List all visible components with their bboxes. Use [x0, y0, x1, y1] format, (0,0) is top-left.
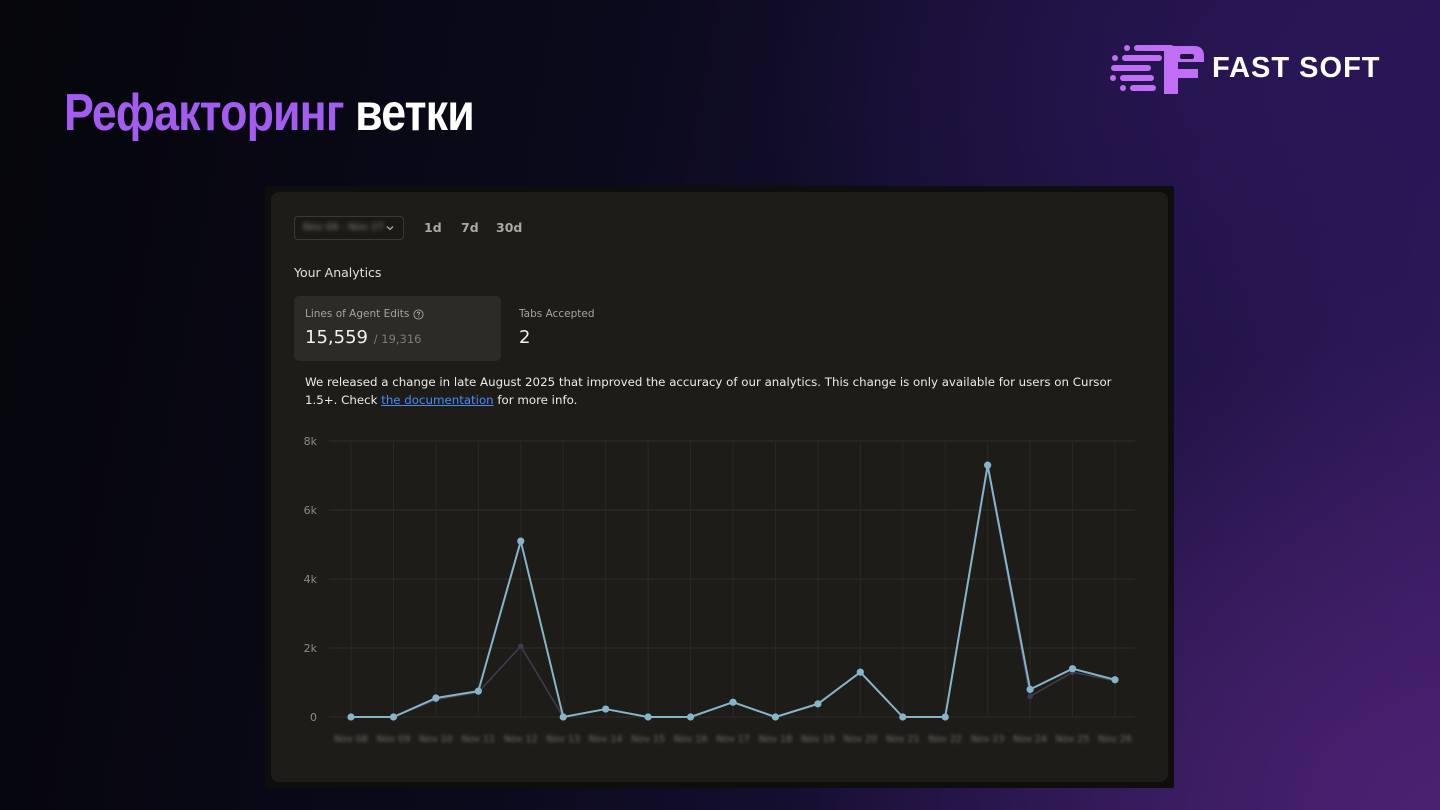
y-tick-label: 4k — [304, 573, 318, 586]
x-tick-label: Nov 08 — [334, 734, 368, 745]
analytics-panel: Nov 09 - Nov 27 1d 7d 30d Your Analytics… — [271, 192, 1168, 782]
data-point — [771, 713, 780, 721]
x-tick-label: Nov 16 — [674, 734, 708, 745]
tabs-accepted-label: Tabs Accepted — [519, 308, 595, 320]
documentation-link[interactable]: the documentation — [381, 392, 494, 407]
data-point — [389, 713, 398, 721]
x-tick-label: Nov 25 — [1056, 734, 1090, 745]
tabs-accepted-value: 2 — [519, 327, 531, 348]
x-tick-label: Nov 17 — [716, 734, 750, 745]
data-point — [686, 713, 695, 721]
data-point — [517, 643, 524, 650]
x-tick-label: Nov 22 — [928, 734, 962, 745]
data-point — [559, 713, 567, 721]
range-30d-button[interactable]: 30d — [496, 220, 523, 235]
notice-text-before: We released a change in late August 2025… — [305, 375, 1112, 407]
data-point — [602, 705, 610, 713]
data-point — [729, 698, 737, 706]
y-tick-label: 2k — [304, 642, 318, 655]
slide-title-rest: ветки — [355, 84, 475, 142]
agent-edits-line-chart: 0 2k 4k 6k 8k Nov 08 Nov 09 Nov 10 Nov 11 Nov 12 N… — [304, 435, 1135, 745]
slide-title-accent: Рефакторинг — [64, 84, 344, 142]
x-tick-label: Nov 19 — [801, 734, 835, 745]
x-tick-label: Nov 13 — [546, 734, 580, 745]
data-point — [474, 687, 482, 695]
x-tick-label: Nov 10 — [419, 734, 453, 745]
data-point — [1027, 693, 1033, 700]
data-point — [644, 713, 652, 721]
agent-edits-card[interactable]: Lines of Agent Edits 15,559 / 19,316 — [294, 296, 501, 361]
data-point — [941, 713, 949, 721]
x-tick-label: Nov 21 — [886, 734, 920, 745]
agent-edits-value: 15,559 / 19,316 — [305, 327, 422, 348]
x-tick-label: Nov 12 — [504, 734, 538, 745]
chevron-down-icon — [386, 226, 394, 231]
data-point — [517, 537, 525, 545]
brand-name: FAST SOFT — [1212, 52, 1381, 84]
agent-edits-total: / 19,316 — [373, 332, 422, 346]
notice-text-after: for more info. — [493, 392, 578, 407]
analytics-notice: We released a change in late August 2025… — [305, 374, 1145, 409]
y-tick-label: 8k — [304, 435, 318, 448]
data-point — [899, 713, 907, 721]
range-7d-button[interactable]: 7d — [461, 220, 479, 235]
data-point — [432, 694, 440, 702]
x-tick-label: Nov 26 — [1098, 734, 1132, 745]
help-icon[interactable] — [413, 309, 424, 320]
x-tick-label: Nov 18 — [759, 734, 793, 745]
data-point — [1026, 685, 1034, 693]
data-point — [814, 700, 822, 708]
section-title: Your Analytics — [294, 265, 382, 280]
x-tick-label: Nov 11 — [462, 734, 496, 745]
x-tick-label: Nov 23 — [971, 734, 1005, 745]
date-range-picker[interactable]: Nov 09 - Nov 27 — [294, 216, 404, 240]
data-point — [856, 668, 864, 676]
x-tick-label: Nov 24 — [1013, 734, 1047, 745]
y-tick-label: 6k — [304, 504, 318, 517]
x-tick-label: Nov 15 — [631, 734, 665, 745]
agent-edits-number: 15,559 — [305, 327, 368, 348]
agent-edits-label: Lines of Agent Edits — [305, 308, 410, 320]
x-tick-label: Nov 14 — [589, 734, 623, 745]
date-range-text: Nov 09 - Nov 27 — [303, 222, 384, 233]
y-tick-label: 0 — [310, 711, 317, 724]
fast-soft-logo-icon — [1110, 45, 1204, 94]
data-point — [1111, 676, 1119, 684]
slide-title: Рефакторинг ветки — [64, 82, 475, 144]
range-1d-button[interactable]: 1d — [424, 220, 442, 235]
x-tick-label: Nov 20 — [844, 734, 878, 745]
brand-logo: FAST SOFT — [1108, 42, 1388, 98]
data-point — [984, 461, 992, 469]
x-tick-label: Nov 09 — [377, 734, 411, 745]
data-point — [347, 713, 355, 721]
data-point — [1068, 665, 1077, 673]
